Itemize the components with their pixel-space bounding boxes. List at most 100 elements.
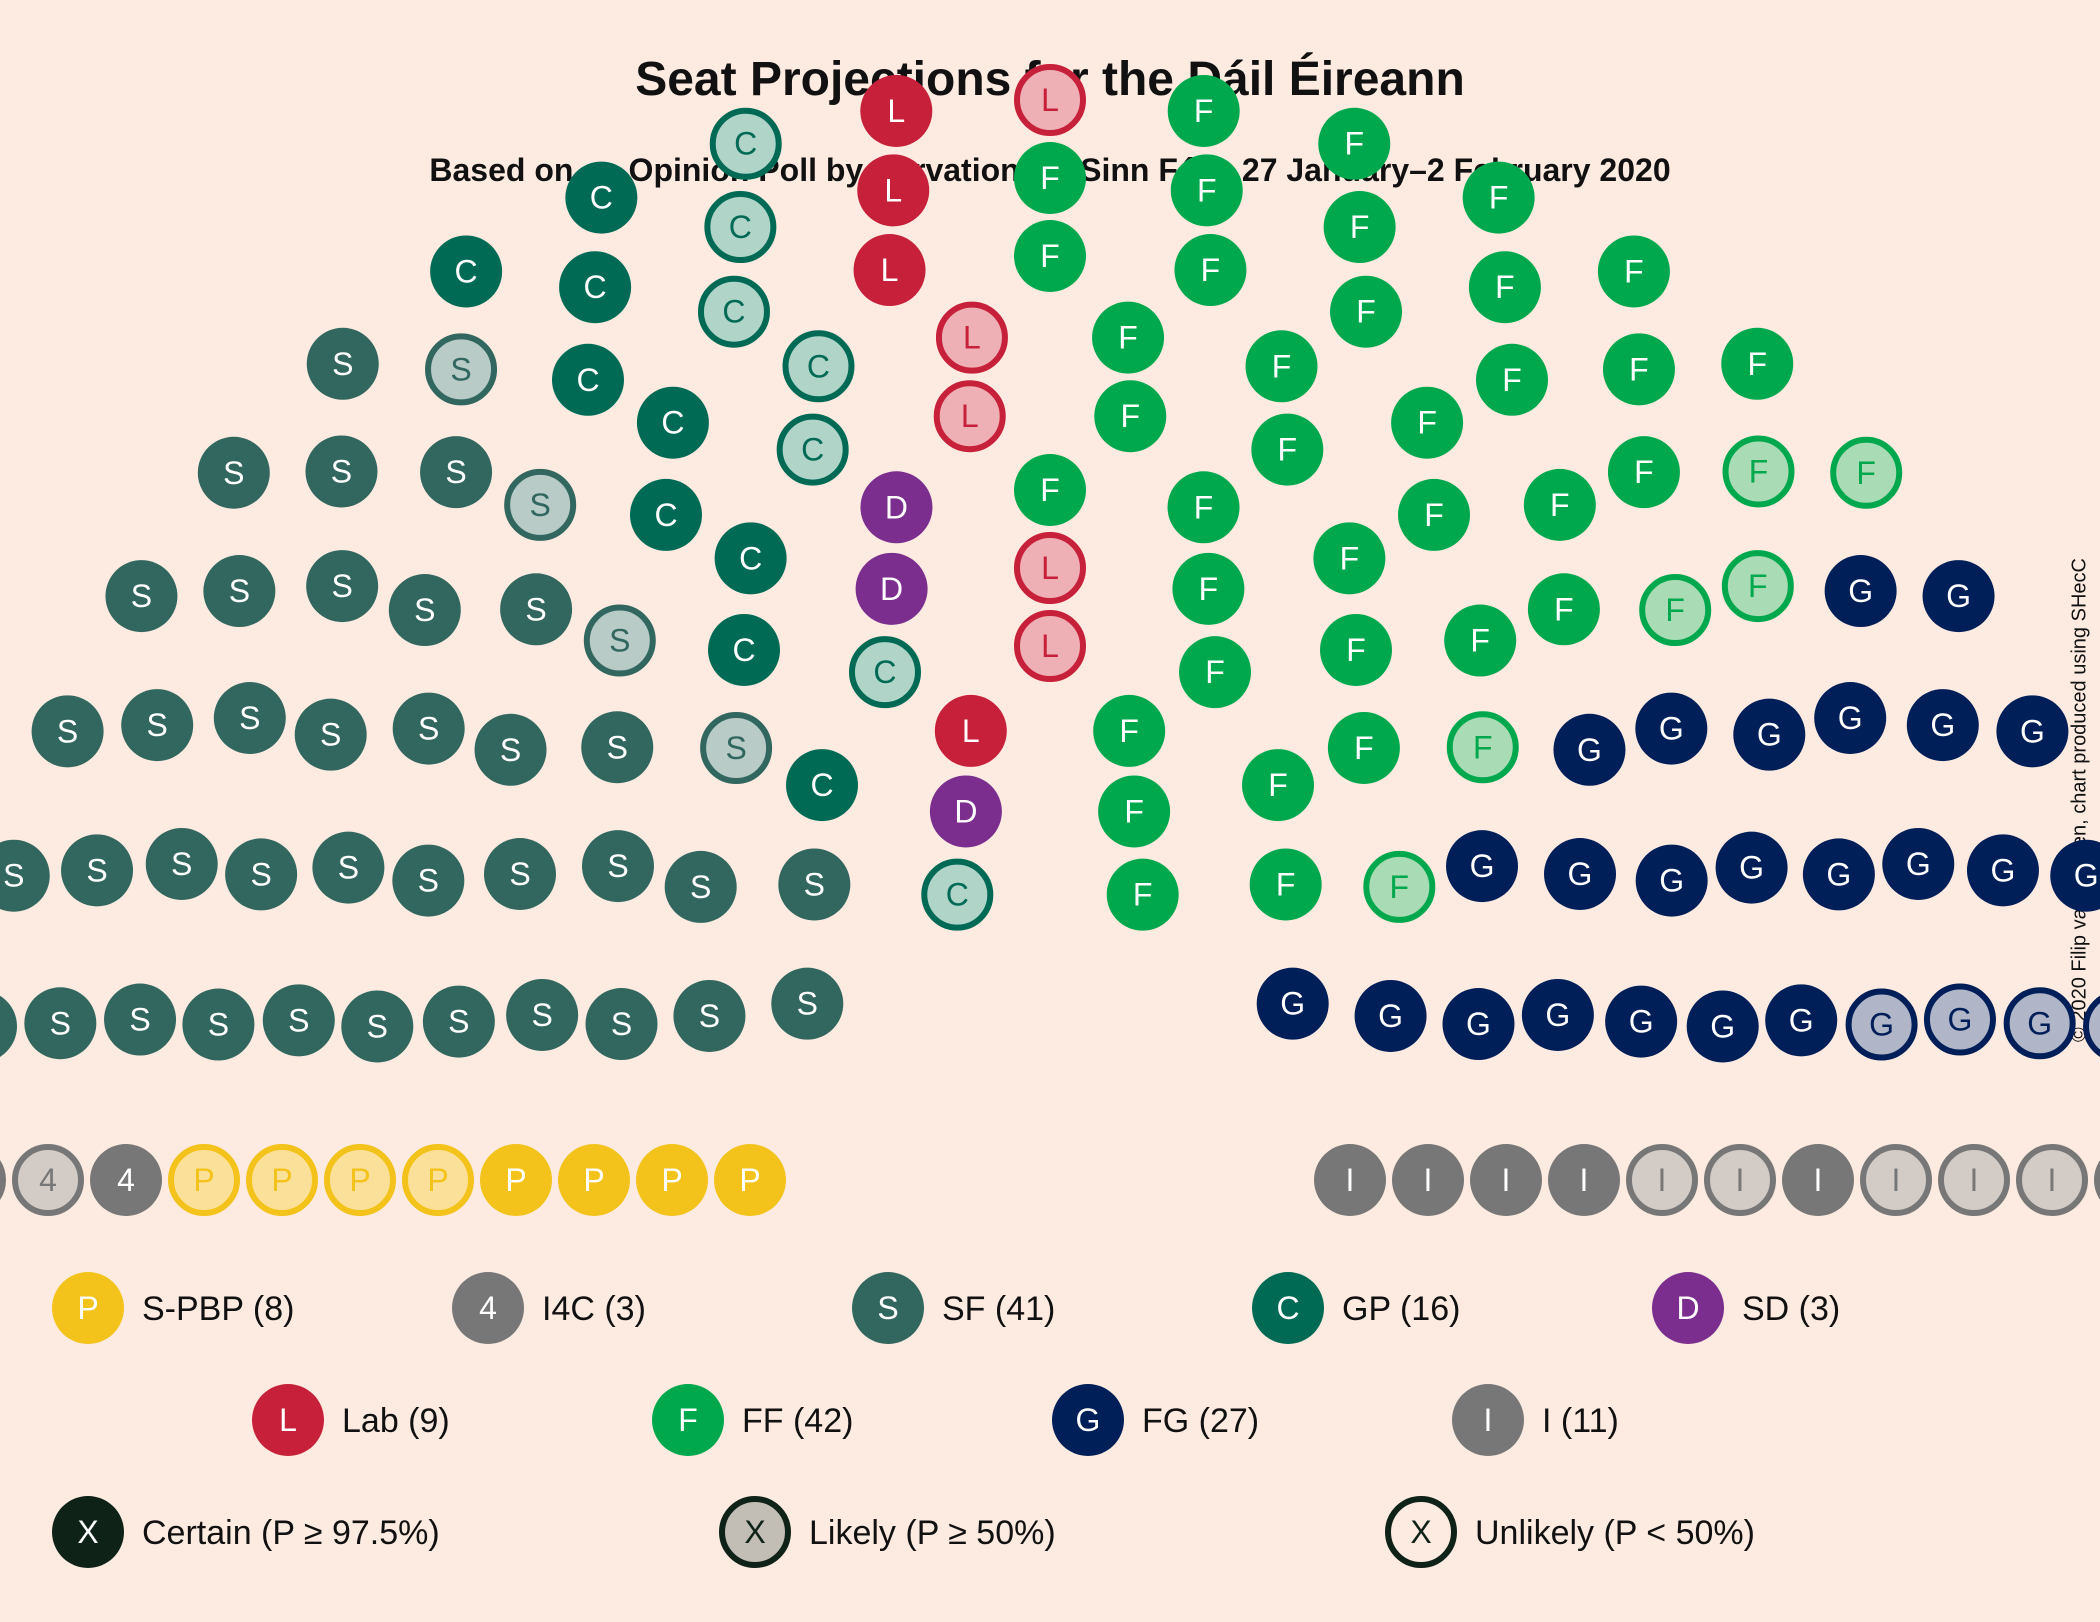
seat-circle	[1249, 848, 1322, 921]
seat-circle	[213, 682, 286, 754]
seat-circle	[714, 522, 787, 595]
seat-ff: F	[1014, 220, 1086, 292]
seat-sf: S	[312, 831, 385, 904]
seat-ff: F	[1174, 234, 1247, 307]
seat-circle	[1639, 574, 1712, 647]
legend-item-i: I I (11)	[1452, 1384, 1619, 1456]
seat-ff: F	[1179, 636, 1252, 709]
legend-item-fg: G FG (27)	[1052, 1384, 1259, 1456]
seat-label: C	[801, 432, 824, 468]
seat-label: S	[229, 573, 250, 609]
seat-circle	[61, 834, 134, 907]
legend-status-certain: X Certain (P ≥ 97.5%)	[52, 1496, 440, 1568]
seat-circle	[480, 1144, 552, 1216]
seat-label: 4	[117, 1162, 135, 1198]
seat-circle	[1462, 161, 1535, 234]
seat-fg: G	[1715, 831, 1788, 904]
seat-label: F	[1390, 869, 1410, 905]
seat-circle	[630, 478, 702, 551]
seat-label: F	[1356, 294, 1376, 330]
seat-label: F	[1124, 793, 1144, 829]
seat-circle	[1830, 436, 1903, 509]
seat-label: S	[797, 986, 818, 1022]
status-swatch	[719, 1496, 791, 1568]
seat-label: L	[279, 1402, 297, 1438]
seat-fg: G	[2003, 987, 2076, 1060]
seat-label: G	[1466, 1006, 1491, 1042]
seat-circle	[452, 1272, 524, 1344]
seat-sf: S	[483, 838, 556, 910]
seat-lab: L	[1014, 64, 1086, 136]
seat-ff: F	[1014, 454, 1086, 526]
seat-label: 4	[39, 1162, 57, 1198]
seat-label: F	[1856, 455, 1876, 491]
seat-gp: C	[709, 107, 782, 180]
seat-circle	[1721, 550, 1794, 623]
seat-circle	[1923, 983, 1996, 1056]
status-label: Certain (P ≥ 97.5%)	[142, 1514, 440, 1552]
seat-circle	[1527, 573, 1600, 646]
seat-circle	[1824, 555, 1897, 628]
seat-sf: S	[778, 848, 851, 921]
seat-circle	[1014, 454, 1086, 526]
legend-label: S-PBP (8)	[142, 1290, 294, 1328]
seat-ff: F	[1251, 413, 1324, 486]
seat-i: I	[1938, 1144, 2010, 1216]
seat-circle	[1906, 689, 1979, 762]
seat-circle	[31, 695, 104, 768]
seat-ff: F	[1527, 573, 1600, 646]
seat-circle	[585, 988, 658, 1061]
seat-circle	[1313, 522, 1386, 595]
seat-ff: F	[1320, 613, 1392, 686]
seat-label: P	[739, 1162, 760, 1198]
seat-circle	[929, 775, 1002, 848]
seat-circle	[422, 985, 495, 1058]
seat-label: C	[455, 253, 478, 289]
seat-circle	[246, 1144, 318, 1216]
seat-sf: S	[771, 967, 844, 1040]
seat-i: I	[1314, 1144, 1386, 1216]
seat-ff: F	[1721, 327, 1794, 400]
seat-label: F	[1040, 238, 1060, 274]
legend-label: Lab (9)	[342, 1402, 450, 1440]
seat-circle	[1544, 838, 1617, 910]
seat-label: S	[239, 700, 260, 736]
seat-sf: S	[305, 435, 378, 508]
seat-circle	[1014, 220, 1086, 292]
legend-swatch: D	[1652, 1272, 1724, 1344]
seat-label: I	[1970, 1162, 1979, 1198]
seat-sf: S	[262, 984, 335, 1057]
seat-label: S	[250, 856, 271, 892]
seat-sf: S	[0, 839, 50, 912]
seat-ff: F	[1476, 343, 1548, 416]
seat-label: F	[1276, 866, 1296, 902]
seat-ff: F	[1468, 251, 1541, 324]
seat-circle	[506, 978, 579, 1051]
seat-s-pbp: P	[714, 1144, 786, 1216]
seat-label: G	[1470, 848, 1495, 884]
seat-circle	[652, 1384, 724, 1456]
seat-sf: S	[197, 436, 270, 509]
seat-sf: S	[105, 560, 178, 633]
seat-circle	[1521, 978, 1594, 1051]
seat-circle	[305, 435, 378, 508]
seat-circle	[852, 1272, 924, 1344]
seat-gp: C	[782, 330, 855, 403]
seat-circle	[1354, 979, 1427, 1052]
seat-sf: S	[474, 713, 547, 786]
seat-ff: F	[1098, 775, 1171, 848]
seat-label: S	[288, 1002, 309, 1038]
seat-circle	[1938, 1144, 2010, 1216]
legend-item-i4c: 4 I4C (3)	[452, 1272, 646, 1344]
seat-circle	[565, 161, 638, 234]
seat-label: S	[607, 729, 628, 765]
seat-sf: S	[341, 990, 414, 1063]
seat-s-pbp: P	[168, 1144, 240, 1216]
seat-gp: C	[708, 613, 780, 686]
seat-label: S	[525, 591, 546, 627]
seat-gp: C	[921, 858, 994, 931]
seat-label: P	[77, 1290, 98, 1326]
seat-ff: F	[1830, 436, 1903, 509]
seat-circle	[636, 1144, 708, 1216]
seat-label: G	[2027, 1005, 2052, 1041]
